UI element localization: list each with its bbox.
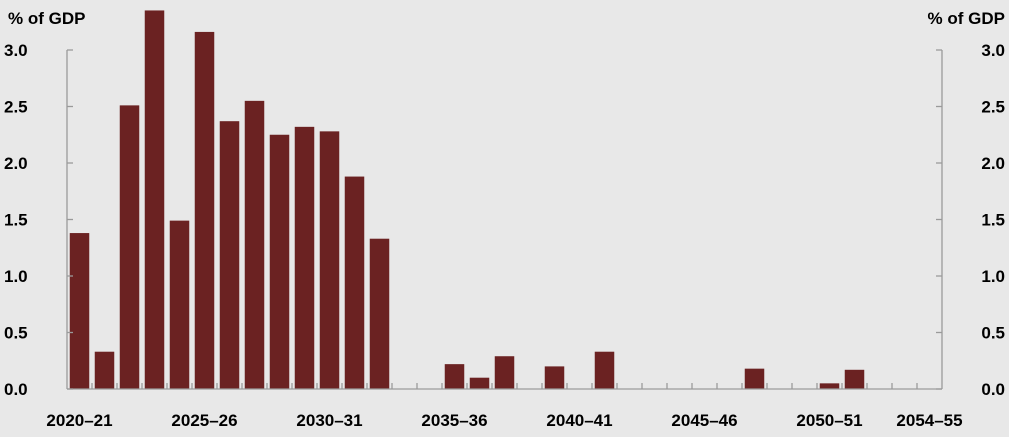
y-tick-label-left: 3.0 (4, 41, 28, 60)
y-tick-label-right: 0.0 (981, 380, 1005, 399)
y-tick-label-right: 0.5 (981, 324, 1005, 343)
bar-series (69, 10, 865, 390)
x-tick-label: 2025–26 (171, 411, 237, 430)
y-axis-right-labels: 0.0 0.5 1.0 1.5 2.0 2.5 3.0 (981, 41, 1005, 399)
x-tick-label: 2040–41 (546, 411, 612, 430)
bar-2022–23 (119, 105, 140, 390)
bar-2028–29 (269, 134, 290, 389)
x-axis-labels: 2020–21 2025–26 2030–31 2035–36 2040–41 2045–… (46, 411, 962, 430)
bar-2051–52 (844, 369, 865, 389)
bar-2047–48 (744, 368, 765, 389)
y-tick-label-left: 1.5 (4, 211, 28, 230)
bar-2024–25 (169, 220, 190, 389)
y-tick-label-left: 1.0 (4, 267, 28, 286)
x-tick-label: 2030–31 (296, 411, 362, 430)
bar-2039–40 (544, 366, 565, 389)
y-tick-label-right: 1.0 (981, 267, 1005, 286)
bar-2032–33 (369, 238, 390, 389)
bar-2036–37 (469, 377, 490, 389)
bar-2021–22 (94, 351, 115, 389)
y-axis-unit-right: % of GDP (928, 9, 1005, 28)
y-axis-unit-left: % of GDP (8, 9, 85, 28)
bar-2029–30 (294, 126, 315, 389)
bar-2041–42 (594, 351, 615, 389)
bar-2050–51 (819, 383, 840, 389)
x-tick-label: 2054–55 (896, 411, 962, 430)
bar-2037–38 (494, 356, 515, 389)
y-tick-label-left: 2.5 (4, 98, 28, 117)
bar-2026–27 (219, 121, 240, 389)
y-tick-label-right: 2.5 (981, 98, 1005, 117)
bar-2035–36 (444, 364, 465, 389)
y-axis-left-labels: 0.0 0.5 1.0 1.5 2.0 2.5 3.0 (4, 41, 28, 399)
y-tick-label-left: 2.0 (4, 154, 28, 173)
y-tick-label-left: 0.0 (4, 380, 28, 399)
y-tick-label-right: 3.0 (981, 41, 1005, 60)
bar-2027–28 (244, 100, 265, 389)
y-tick-label-right: 1.5 (981, 211, 1005, 230)
bar-2031–32 (344, 176, 365, 389)
y-tick-label-right: 2.0 (981, 154, 1005, 173)
axes (66, 49, 943, 390)
x-tick-label: 2035–36 (421, 411, 487, 430)
x-tick-label: 2045–46 (671, 411, 737, 430)
bar-2020–21 (69, 233, 90, 389)
bar-2023–24 (144, 10, 165, 389)
x-tick-label: 2050–51 (796, 411, 862, 430)
y-tick-label-left: 0.5 (4, 324, 28, 343)
bar-2030–31 (319, 131, 340, 390)
x-tick-label: 2020–21 (46, 411, 112, 430)
bar-2025–26 (194, 31, 215, 389)
